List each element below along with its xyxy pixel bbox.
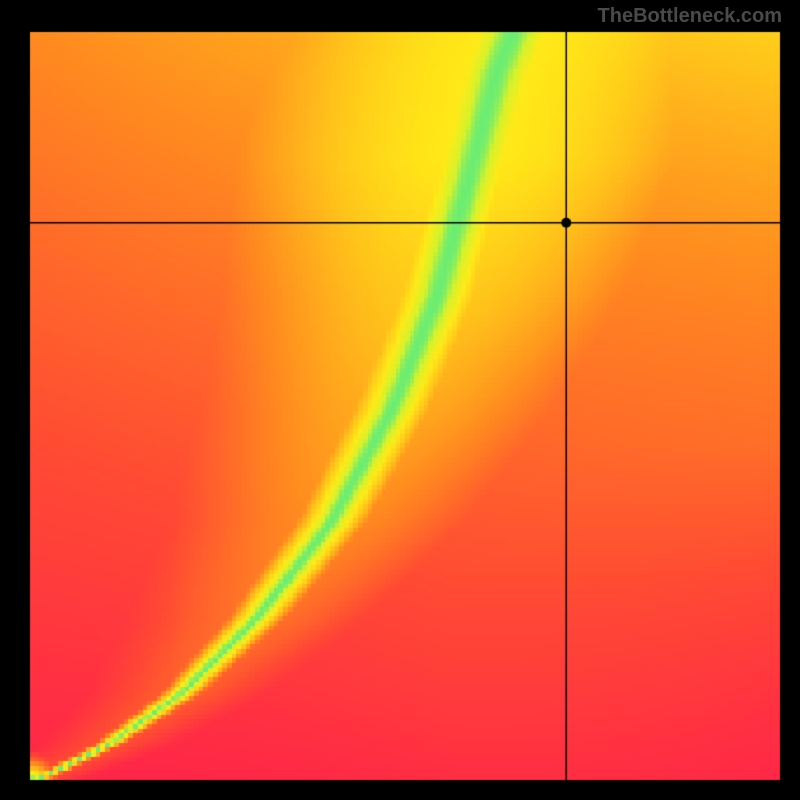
heatmap-canvas — [0, 0, 800, 800]
watermark-text: TheBottleneck.com — [598, 5, 782, 28]
chart-container: TheBottleneck.com — [0, 0, 800, 800]
